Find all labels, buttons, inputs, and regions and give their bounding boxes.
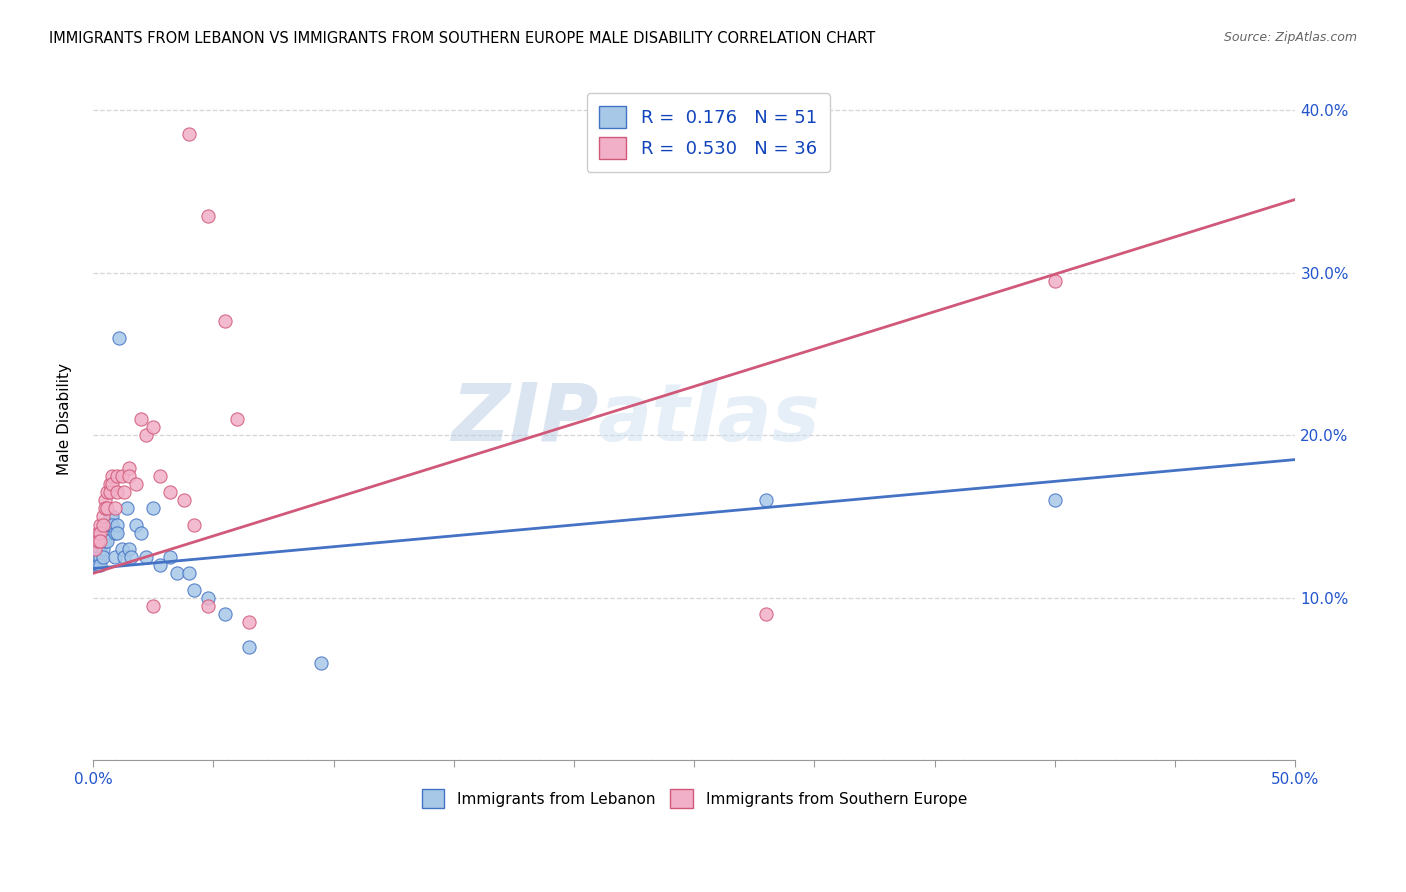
Point — [105, 517, 128, 532]
Point — [129, 412, 152, 426]
Point — [91, 541, 114, 556]
Point — [101, 509, 124, 524]
Point — [115, 501, 138, 516]
Point — [96, 533, 118, 548]
Point — [94, 525, 117, 540]
Point — [104, 501, 127, 516]
Point — [84, 558, 107, 573]
Point — [91, 509, 114, 524]
Point — [238, 640, 260, 654]
Point — [1043, 493, 1066, 508]
Point — [91, 550, 114, 565]
Point — [89, 533, 111, 548]
Point — [101, 517, 124, 532]
Point — [149, 558, 172, 573]
Point — [214, 314, 236, 328]
Point — [166, 566, 188, 581]
Point — [105, 525, 128, 540]
Point — [755, 493, 778, 508]
Point — [89, 558, 111, 573]
Point — [84, 550, 107, 565]
Point — [104, 525, 127, 540]
Point — [112, 485, 135, 500]
Point — [98, 509, 121, 524]
Y-axis label: Male Disability: Male Disability — [58, 363, 72, 475]
Point — [101, 477, 124, 491]
Point — [118, 460, 141, 475]
Point — [94, 533, 117, 548]
Point — [84, 541, 107, 556]
Point — [135, 428, 157, 442]
Point — [226, 412, 249, 426]
Point — [183, 517, 205, 532]
Point — [311, 656, 333, 670]
Point — [105, 468, 128, 483]
Point — [179, 128, 201, 142]
Point — [214, 607, 236, 621]
Point — [197, 209, 219, 223]
Point — [135, 550, 157, 565]
Point — [129, 525, 152, 540]
Point — [94, 517, 117, 532]
Point — [111, 468, 134, 483]
Point — [91, 525, 114, 540]
Point — [108, 330, 131, 344]
Point — [94, 501, 117, 516]
Point — [238, 615, 260, 629]
Point — [118, 541, 141, 556]
Point — [159, 485, 181, 500]
Point — [89, 525, 111, 540]
Point — [105, 485, 128, 500]
Point — [84, 541, 107, 556]
Text: IMMIGRANTS FROM LEBANON VS IMMIGRANTS FROM SOUTHERN EUROPE MALE DISABILITY CORRE: IMMIGRANTS FROM LEBANON VS IMMIGRANTS FR… — [49, 31, 876, 46]
Legend: Immigrants from Lebanon, Immigrants from Southern Europe: Immigrants from Lebanon, Immigrants from… — [415, 783, 973, 814]
Point — [89, 533, 111, 548]
Point — [91, 533, 114, 548]
Text: atlas: atlas — [598, 380, 821, 458]
Point — [91, 517, 114, 532]
Point — [118, 468, 141, 483]
Point — [101, 468, 124, 483]
Point — [125, 517, 148, 532]
Point — [173, 493, 195, 508]
Point — [87, 550, 110, 565]
Point — [87, 541, 110, 556]
Point — [96, 525, 118, 540]
Point — [94, 493, 117, 508]
Point — [104, 550, 127, 565]
Point — [84, 533, 107, 548]
Point — [142, 599, 165, 613]
Point — [89, 517, 111, 532]
Point — [96, 501, 118, 516]
Point — [755, 607, 778, 621]
Point — [121, 550, 143, 565]
Point — [96, 485, 118, 500]
Point — [89, 525, 111, 540]
Point — [96, 517, 118, 532]
Point — [183, 582, 205, 597]
Point — [89, 550, 111, 565]
Text: Source: ZipAtlas.com: Source: ZipAtlas.com — [1223, 31, 1357, 45]
Point — [111, 541, 134, 556]
Point — [1043, 274, 1066, 288]
Text: ZIP: ZIP — [451, 380, 598, 458]
Point — [98, 517, 121, 532]
Point — [112, 550, 135, 565]
Point — [89, 541, 111, 556]
Point — [87, 533, 110, 548]
Point — [142, 501, 165, 516]
Point — [98, 477, 121, 491]
Point — [159, 550, 181, 565]
Point — [179, 566, 201, 581]
Point — [142, 420, 165, 434]
Point — [125, 477, 148, 491]
Point — [87, 558, 110, 573]
Point — [197, 599, 219, 613]
Point — [149, 468, 172, 483]
Point — [197, 591, 219, 605]
Point — [98, 485, 121, 500]
Point — [87, 525, 110, 540]
Point — [87, 533, 110, 548]
